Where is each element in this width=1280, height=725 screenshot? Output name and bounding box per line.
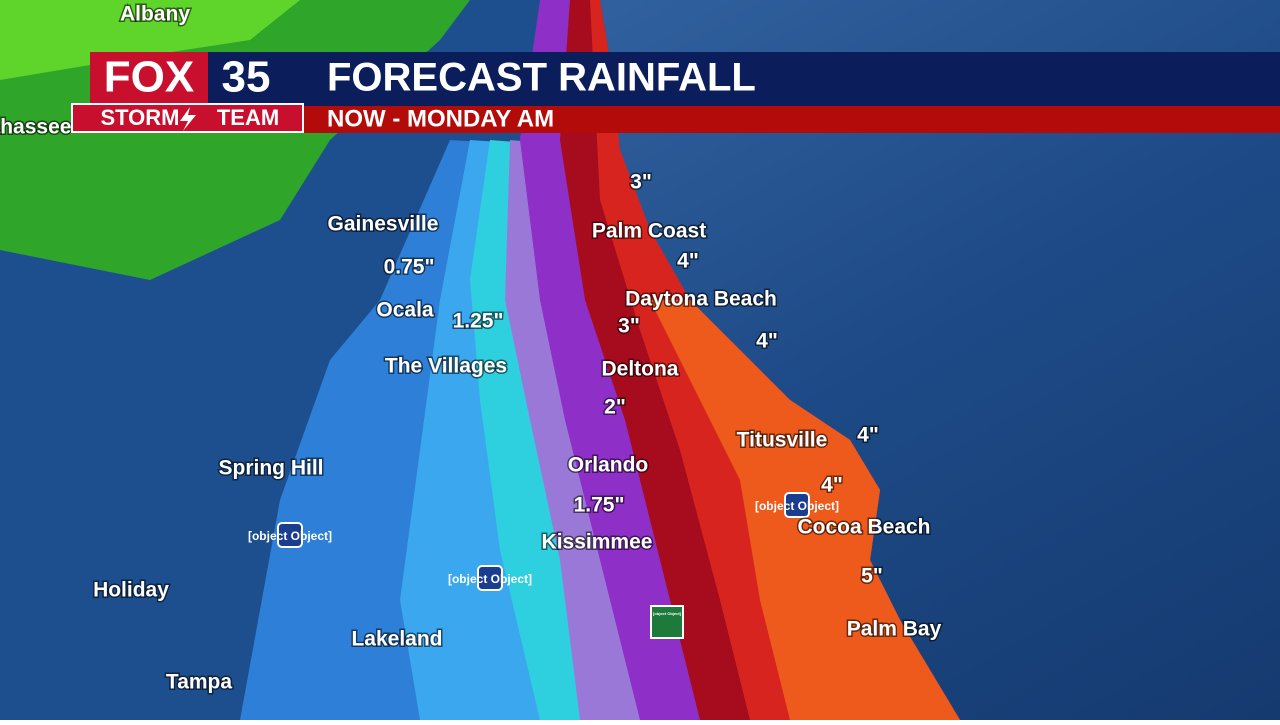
city-label: The Villages: [385, 355, 507, 378]
rain-amount: 3": [618, 315, 640, 338]
city-label: Palm Coast: [592, 220, 706, 243]
city-label: Spring Hill: [219, 457, 324, 480]
rain-bands: [0, 0, 960, 720]
city-label: ahassee: [0, 116, 71, 139]
rain-amount: 5": [861, 565, 883, 588]
city-label: Tampa: [166, 671, 232, 694]
highway-shield: [477, 565, 503, 591]
header: FORECAST RAINFALL NOW - MONDAY AM FOX 35…: [71, 52, 1280, 133]
rain-amount: 4": [756, 330, 778, 353]
highway-shield: [277, 522, 303, 548]
rain-amount: 0.75": [384, 256, 435, 279]
city-label: Lakeland: [351, 628, 442, 651]
city-label: Ocala: [376, 299, 434, 322]
logo-storm: STORM: [100, 105, 179, 130]
city-label: Holiday: [93, 579, 169, 602]
shield-label: [object Object]: [755, 499, 839, 513]
city-label: Palm Bay: [847, 618, 942, 641]
city-label: Titusville: [737, 429, 828, 452]
logo-number: 35: [222, 53, 271, 102]
rain-amount: 4": [857, 424, 879, 447]
city-label: Kissimmee: [542, 531, 653, 554]
rain-amount: 1.75": [574, 494, 625, 517]
city-label: Orlando: [568, 454, 649, 477]
logo-fox: FOX: [104, 53, 194, 102]
shield-label: [object Object]: [448, 572, 532, 586]
rain-amount: 2": [604, 396, 626, 419]
turnpike-shield: [650, 605, 684, 639]
highway-shield: [784, 492, 810, 518]
city-label: Deltona: [601, 358, 678, 381]
rain-amount: 4": [821, 474, 843, 497]
logo-num-box: [208, 52, 285, 104]
shield-label: [object Object]: [248, 529, 332, 543]
rain-amount: 4": [677, 250, 699, 273]
rain-amount: 3": [630, 171, 652, 194]
shield-label: [object Object]: [653, 611, 682, 616]
labels: [object Object] [object Object] [object Ob…: [0, 1, 943, 695]
storm-team-box: [71, 103, 304, 133]
bolt: [180, 107, 196, 131]
logo-fox-box: [90, 52, 208, 104]
title-bar: [285, 52, 1280, 106]
title: FORECAST RAINFALL: [327, 56, 756, 100]
city-label: Cocoa Beach: [797, 516, 930, 539]
city-label: Albany: [120, 3, 190, 26]
rain-amount: 1.25": [453, 310, 504, 333]
logo-team: TEAM: [217, 105, 279, 130]
subtitle-bar: [285, 106, 1280, 133]
city-label: Daytona Beach: [625, 288, 777, 311]
lightgreen-area: [0, 0, 300, 80]
city-label: Gainesville: [328, 213, 439, 236]
subtitle: NOW - MONDAY AM: [327, 105, 554, 132]
